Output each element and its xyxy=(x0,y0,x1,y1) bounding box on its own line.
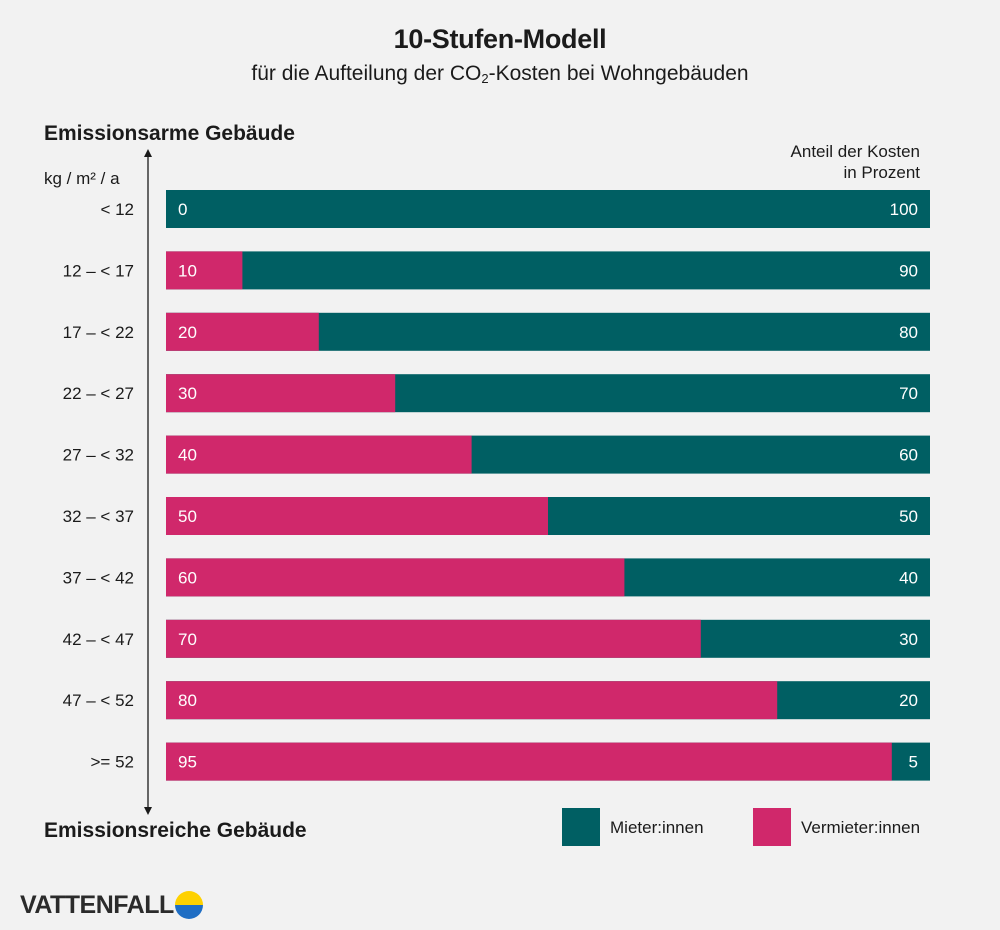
value-label-landlord: 30 xyxy=(178,384,197,403)
bar-landlord xyxy=(166,251,243,290)
chart-subtitle: für die Aufteilung der CO2-Kosten bei Wo… xyxy=(0,62,1000,86)
bar-tenant xyxy=(166,251,930,290)
value-label-landlord: 60 xyxy=(178,568,197,587)
value-label-landlord: 50 xyxy=(178,507,197,526)
share-label: Anteil der Kosten in Prozent xyxy=(791,141,920,183)
category-label: 22 – < 27 xyxy=(63,384,134,403)
bar-landlord xyxy=(166,435,472,474)
value-label-landlord: 40 xyxy=(178,446,197,465)
value-label-tenant: 5 xyxy=(909,753,918,772)
value-label-tenant: 60 xyxy=(899,446,918,465)
subtitle-text-end: -Kosten bei Wohngebäuden xyxy=(488,62,749,85)
share-label-line2: in Prozent xyxy=(843,163,920,182)
bar-landlord xyxy=(166,742,892,781)
bar-landlord xyxy=(166,312,319,351)
bar-landlord xyxy=(166,497,548,535)
vertical-axis-arrow xyxy=(144,149,152,815)
category-label: >= 52 xyxy=(91,753,135,772)
value-label-tenant: 80 xyxy=(899,323,918,342)
vattenfall-logo-text: VATTENFALL xyxy=(20,891,174,919)
axis-top-label: Emissionsarme Gebäude xyxy=(44,122,295,145)
legend-label-landlord: Vermieter:innen xyxy=(801,818,921,837)
category-label: 12 – < 17 xyxy=(63,261,134,280)
value-label-landlord: 10 xyxy=(178,261,197,280)
category-label: < 12 xyxy=(100,200,134,219)
value-label-tenant: 100 xyxy=(890,200,918,219)
vattenfall-logo-icon xyxy=(175,891,203,919)
subtitle-text-start: für die Aufteilung der CO xyxy=(251,62,482,85)
value-label-tenant: 90 xyxy=(899,261,918,280)
value-label-tenant: 30 xyxy=(899,630,918,649)
value-label-landlord: 0 xyxy=(178,200,187,219)
legend-label-tenant: Mieter:innen xyxy=(610,818,704,837)
value-label-tenant: 50 xyxy=(899,507,918,526)
bar-landlord xyxy=(166,619,701,658)
subtitle-subscript: 2 xyxy=(481,71,489,86)
value-label-landlord: 95 xyxy=(178,753,197,772)
value-label-tenant: 70 xyxy=(899,384,918,403)
category-label: 42 – < 47 xyxy=(63,630,134,649)
share-label-line1: Anteil der Kosten xyxy=(790,142,920,161)
legend-swatch-tenant xyxy=(562,808,600,846)
axis-bottom-label: Emissionsreiche Gebäude xyxy=(44,819,307,842)
category-label: 37 – < 42 xyxy=(63,568,134,587)
bars-group: < 12 0 100 12 – < 17 10 90 17 – < 22 20 80 22 – <… xyxy=(63,190,930,781)
axis-unit-label: kg / m² / a xyxy=(44,169,120,188)
bar-landlord xyxy=(166,558,625,597)
value-label-landlord: 70 xyxy=(178,630,197,649)
category-label: 27 – < 32 xyxy=(63,446,134,465)
category-label: 32 – < 37 xyxy=(63,507,134,526)
value-label-landlord: 80 xyxy=(178,691,197,710)
value-label-landlord: 20 xyxy=(178,323,197,342)
category-label: 47 – < 52 xyxy=(63,691,134,710)
value-label-tenant: 40 xyxy=(899,568,918,587)
value-label-tenant: 20 xyxy=(899,691,918,710)
bar-tenant xyxy=(166,190,930,228)
bar-landlord xyxy=(166,374,396,413)
bar-landlord xyxy=(166,681,778,720)
category-label: 17 – < 22 xyxy=(63,323,134,342)
legend-swatch-landlord xyxy=(753,808,791,846)
chart-title: 10-Stufen-Modell xyxy=(393,24,607,54)
